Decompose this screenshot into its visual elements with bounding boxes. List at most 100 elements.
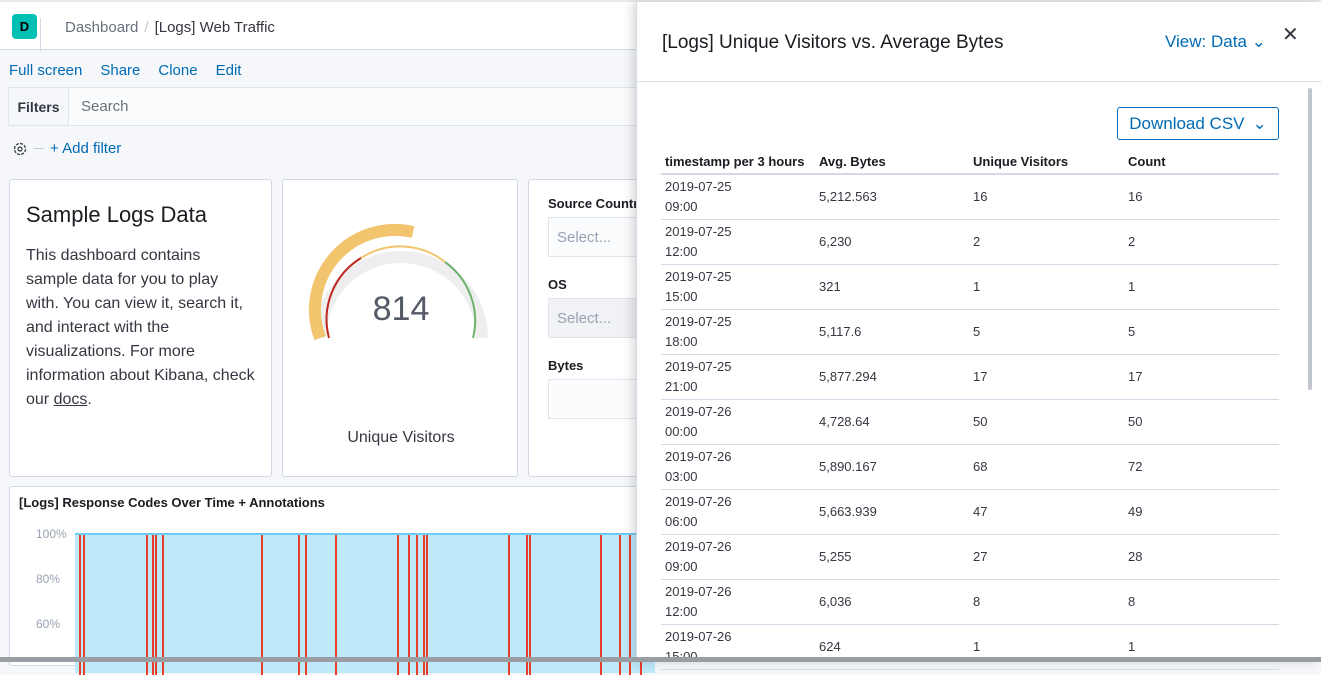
timestamp-cell: 2019-07-26 03:00 — [661, 444, 815, 490]
table-cell: 72 — [1124, 444, 1279, 490]
breadcrumb-current: [Logs] Web Traffic — [154, 19, 275, 36]
annotation-marker[interactable] — [79, 535, 81, 675]
add-filter-button[interactable]: + Add filter — [50, 140, 122, 157]
chevron-down-icon: ⌄ — [1252, 113, 1267, 133]
table-cell: 1 — [1124, 264, 1279, 310]
table-cell: 28 — [1124, 534, 1279, 580]
date: 2019-07-26 — [665, 628, 732, 644]
time: 21:00 — [665, 378, 698, 394]
os-select[interactable]: Select... — [548, 298, 648, 338]
breadcrumb: Dashboard / [Logs] Web Traffic — [65, 19, 275, 36]
view-mode-dropdown[interactable]: View: Data ⌄ — [1165, 32, 1266, 52]
clone-link[interactable]: Clone — [158, 62, 198, 79]
date: 2019-07-25 — [665, 178, 732, 194]
gauge-label: Unique Visitors — [347, 429, 455, 446]
response-codes-panel: [Logs] Response Codes Over Time + Annota… — [9, 486, 655, 675]
docs-link[interactable]: docs — [53, 391, 88, 408]
close-icon[interactable]: ✕ — [1282, 24, 1299, 46]
annotation-marker[interactable] — [529, 535, 531, 675]
area-chart[interactable] — [75, 533, 655, 675]
table-cell: 5,212.563 — [815, 174, 969, 220]
window-edge — [0, 657, 1321, 662]
annotation-marker[interactable] — [426, 535, 428, 675]
table-cell: 17 — [969, 354, 1124, 400]
table-row: 2019-07-26 09:00 5,255 27 28 — [661, 534, 1279, 580]
table-cell: 321 — [815, 264, 969, 310]
column-header[interactable]: Count — [1124, 150, 1279, 175]
column-header[interactable]: Avg. Bytes — [815, 150, 969, 175]
body-text: This dashboard contains sample data for … — [26, 247, 255, 408]
annotation-marker[interactable] — [155, 535, 157, 675]
date: 2019-07-26 — [665, 538, 732, 554]
breadcrumb-dashboard[interactable]: Dashboard — [65, 19, 139, 36]
panel-title: [Logs] Response Codes Over Time + Annota… — [19, 495, 325, 510]
date: 2019-07-25 — [665, 223, 732, 239]
bytes-range-input[interactable] — [548, 379, 648, 419]
control-label: Source Country — [548, 196, 646, 211]
scrollbar[interactable] — [1308, 88, 1312, 390]
table-cell: 5,663.939 — [815, 489, 969, 535]
annotation-marker[interactable] — [335, 535, 337, 675]
date: 2019-07-25 — [665, 268, 732, 284]
annotation-marker[interactable] — [298, 535, 300, 675]
annotation-marker[interactable] — [162, 535, 164, 675]
edit-link[interactable]: Edit — [215, 62, 242, 79]
annotation-marker[interactable] — [629, 535, 631, 675]
table-row: 2019-07-26 03:00 5,890.167 68 72 — [661, 444, 1279, 490]
table-row: 2019-07-25 18:00 5,117.6 5 5 — [661, 309, 1279, 355]
annotation-marker[interactable] — [152, 535, 154, 675]
gauge-value: 814 — [372, 290, 430, 328]
table-cell: 16 — [969, 174, 1124, 220]
flyout-title: [Logs] Unique Visitors vs. Average Bytes — [662, 32, 1004, 53]
filters-button[interactable]: Filters — [9, 88, 69, 125]
annotation-marker[interactable] — [508, 535, 510, 675]
table-cell: 2 — [969, 219, 1124, 265]
download-csv-button[interactable]: Download CSV ⌄ — [1117, 107, 1279, 140]
annotation-marker[interactable] — [619, 535, 621, 675]
table-row: 2019-07-26 15:00 624 1 1 — [661, 624, 1279, 670]
table-cell: 5 — [1124, 309, 1279, 355]
share-link[interactable]: Share — [100, 62, 141, 79]
table-cell: 17 — [1124, 354, 1279, 400]
annotation-marker[interactable] — [146, 535, 148, 675]
time: 12:00 — [665, 243, 698, 259]
annotation-marker[interactable] — [83, 535, 85, 675]
annotation-marker[interactable] — [397, 535, 399, 675]
column-header[interactable]: Unique Visitors — [969, 150, 1124, 175]
time: 03:00 — [665, 468, 698, 484]
annotation-marker[interactable] — [261, 535, 263, 675]
date: 2019-07-26 — [665, 493, 732, 509]
gauge-fill — [308, 223, 415, 341]
chevron-down-icon: ⌄ — [1251, 32, 1266, 51]
space-avatar[interactable]: D — [12, 14, 37, 39]
annotation-marker[interactable] — [526, 535, 528, 675]
table-cell: 5 — [969, 309, 1124, 355]
table-cell: 6,230 — [815, 219, 969, 265]
annotation-marker[interactable] — [600, 535, 602, 675]
table-cell: 2 — [1124, 219, 1279, 265]
time: 00:00 — [665, 423, 698, 439]
date: 2019-07-26 — [665, 448, 732, 464]
divider — [34, 148, 44, 149]
download-label: Download CSV — [1129, 113, 1245, 133]
timestamp-cell: 2019-07-25 09:00 — [661, 174, 815, 220]
annotation-marker[interactable] — [423, 535, 425, 675]
column-header[interactable]: timestamp per 3 hours — [661, 150, 815, 175]
panel-title: Sample Logs Data — [26, 202, 207, 227]
gear-icon[interactable] — [12, 141, 28, 157]
timestamp-cell: 2019-07-25 15:00 — [661, 264, 815, 310]
annotation-marker[interactable] — [416, 535, 418, 675]
source-country-select[interactable]: Select... — [548, 217, 648, 257]
body-end: . — [87, 391, 92, 408]
full-screen-link[interactable]: Full screen — [9, 62, 83, 79]
table-row: 2019-07-25 09:00 5,212.563 16 16 — [661, 174, 1279, 220]
gauge-yellow-band — [360, 245, 446, 263]
table-cell: 5,877.294 — [815, 354, 969, 400]
annotation-marker[interactable] — [305, 535, 307, 675]
timestamp-cell: 2019-07-25 18:00 — [661, 309, 815, 355]
inspector-flyout: [Logs] Unique Visitors vs. Average Bytes… — [636, 2, 1321, 670]
annotation-marker[interactable] — [408, 535, 410, 675]
control-label: OS — [548, 277, 567, 292]
timestamp-cell: 2019-07-25 12:00 — [661, 219, 815, 265]
search-input[interactable]: Search — [81, 98, 129, 115]
